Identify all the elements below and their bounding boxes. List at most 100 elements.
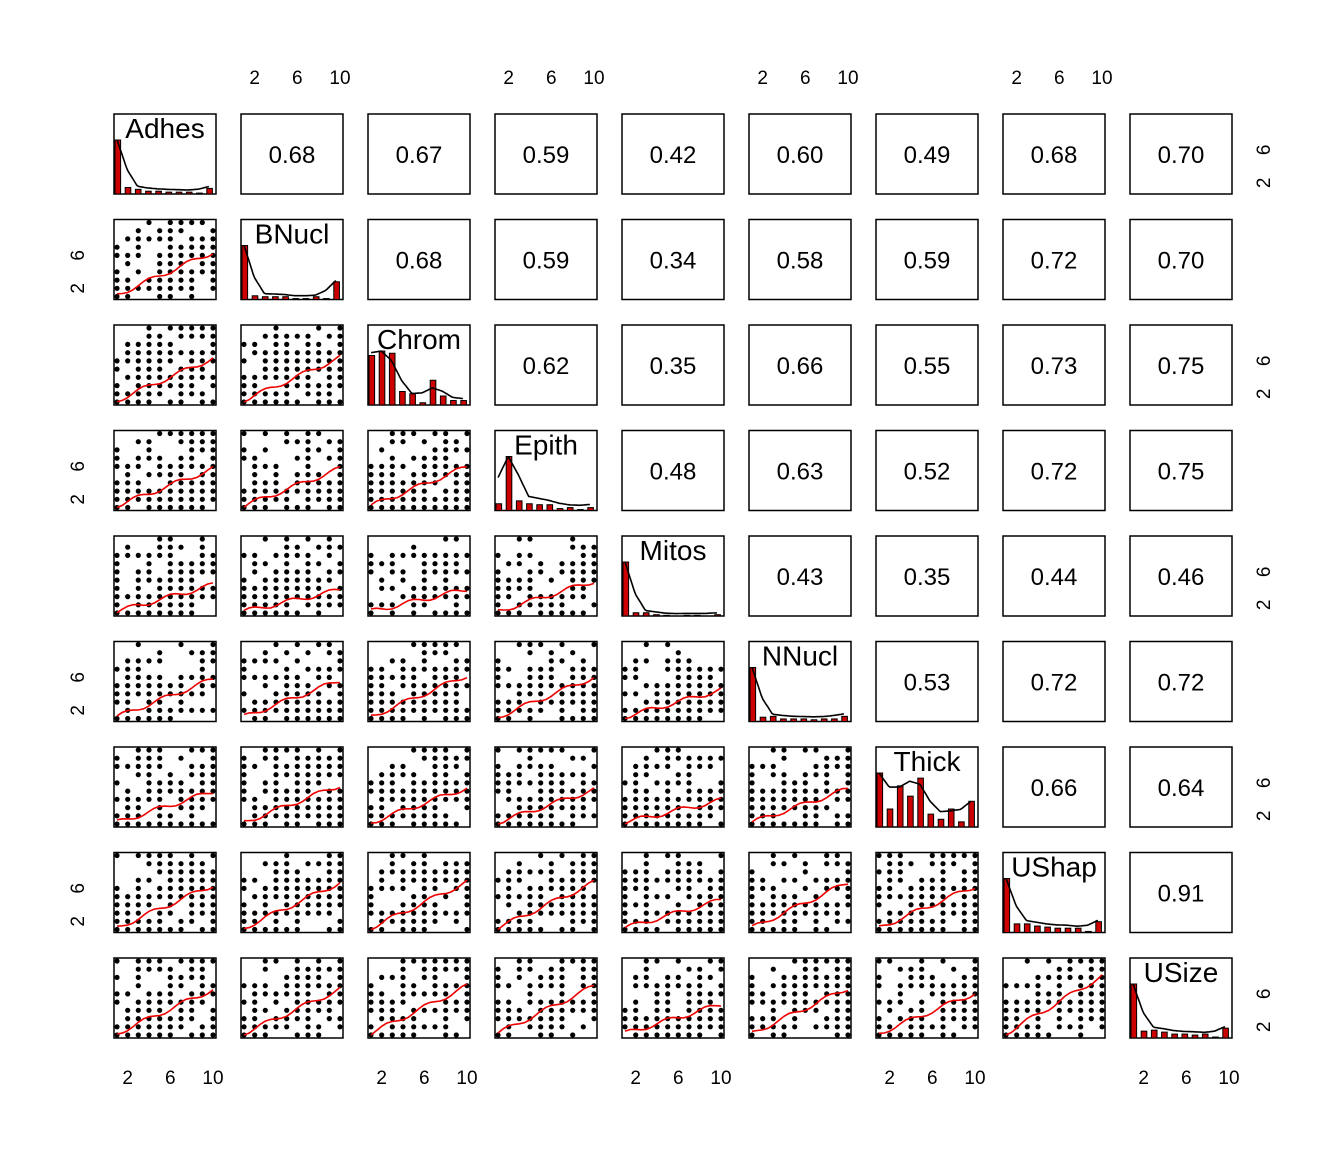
scatter-point — [411, 504, 417, 511]
scatter-point — [506, 983, 512, 989]
scatter-point — [368, 666, 374, 672]
scatter-point — [516, 772, 522, 778]
scatter-point — [379, 1016, 385, 1022]
scatter-point — [940, 991, 946, 997]
scatter-point — [432, 1007, 438, 1013]
scatter-point — [252, 1032, 258, 1038]
scatter-point — [929, 852, 935, 859]
scatter-point — [114, 683, 120, 689]
scatter-point — [824, 974, 830, 981]
scatter-point — [654, 1032, 660, 1038]
scatter-point — [961, 1016, 967, 1022]
histogram-bar-BNucl-10 — [333, 281, 340, 300]
scatter-point — [464, 594, 470, 600]
scatter-point — [675, 861, 681, 867]
scatter-point — [252, 374, 258, 380]
scatter-point — [167, 277, 173, 283]
scatter-point — [464, 552, 470, 559]
correlation-BNucl-USize: 0.70 — [1158, 248, 1205, 275]
scatter-point — [316, 796, 322, 802]
scatter-point — [125, 594, 131, 600]
smooth-line-UShap-NNucl — [751, 883, 849, 927]
scatter-point — [506, 902, 512, 908]
scatter-point — [876, 983, 882, 989]
scatter-point — [495, 894, 501, 900]
scatter-point — [527, 755, 533, 761]
scatter-point — [167, 285, 173, 291]
scatter-point — [125, 683, 131, 689]
scatter-point — [453, 755, 459, 761]
correlation-BNucl-NNucl: 0.58 — [777, 248, 824, 275]
scatter-point — [665, 666, 671, 672]
scatter-point — [643, 1032, 649, 1038]
scatter-point — [443, 894, 449, 900]
scatter-point — [305, 391, 311, 397]
scatter-point — [718, 699, 724, 705]
scatter-point — [262, 496, 268, 502]
scatter-point — [326, 763, 332, 770]
scatter-point — [411, 918, 417, 924]
panel-Epith-UShap: 0.72 — [1002, 429, 1106, 512]
scatter-point — [792, 983, 798, 989]
scatter-point — [686, 999, 692, 1005]
scatter-point — [178, 561, 184, 567]
scatter-point — [570, 666, 576, 672]
panel-frame — [875, 218, 979, 301]
scatter-point — [337, 480, 343, 486]
scatter-point — [135, 1007, 141, 1013]
scatter-point — [464, 430, 470, 437]
scatter-point — [591, 1007, 597, 1013]
scatter-point — [887, 852, 893, 859]
scatter-point — [305, 602, 311, 608]
scatter-point — [802, 910, 808, 916]
scatter-point — [294, 755, 300, 761]
scatter-point — [157, 552, 163, 559]
scatter-point — [495, 1007, 501, 1013]
scatter-point — [146, 472, 152, 478]
scatter-point — [654, 821, 660, 827]
scatter-point — [337, 333, 343, 339]
scatter-point — [718, 991, 724, 997]
scatter-point — [824, 763, 830, 770]
scatter-point — [570, 885, 576, 892]
scatter-point — [199, 983, 205, 989]
scatter-point — [781, 983, 787, 989]
scatter-point — [929, 918, 935, 924]
scatter-point — [961, 910, 967, 916]
panel-BNucl-USize: 0.70 — [1129, 218, 1233, 301]
scatter-point — [643, 772, 649, 778]
histogram-bar-Epith-8 — [566, 507, 574, 512]
scatter-point — [633, 805, 639, 811]
correlation-BNucl-Mitos: 0.34 — [650, 248, 697, 275]
scatter-point — [538, 610, 544, 616]
scatter-points — [114, 641, 216, 722]
scatter-point — [252, 983, 258, 989]
smooth-line-Mitos-Chrom — [370, 589, 468, 611]
scatter-point — [262, 1032, 268, 1038]
scatter-point — [305, 1024, 311, 1030]
scatter-point — [665, 918, 671, 924]
scatter-point — [591, 999, 597, 1005]
scatter-point — [199, 861, 205, 867]
scatter-point — [654, 991, 660, 997]
scatter-point — [1024, 999, 1030, 1005]
scatter-point — [951, 902, 957, 908]
histogram-bar-Thick-2 — [886, 808, 894, 828]
scatter-point — [1078, 974, 1084, 981]
scatter-point — [538, 674, 544, 681]
panel-frame — [1002, 851, 1106, 934]
panel-Thick-Epith — [494, 746, 598, 828]
scatter-point — [284, 902, 290, 908]
scatter-point — [961, 894, 967, 900]
scatter-point — [337, 991, 343, 997]
scatter-point — [527, 999, 533, 1005]
scatter-point — [316, 715, 322, 722]
scatter-point — [591, 552, 597, 559]
scatter-point — [665, 641, 671, 648]
scatter-point — [633, 902, 639, 908]
scatter-point — [464, 966, 470, 972]
scatter-point — [1014, 1024, 1020, 1030]
scatter-point — [548, 602, 554, 608]
scatter-point — [273, 958, 279, 964]
scatter-point — [453, 683, 459, 689]
